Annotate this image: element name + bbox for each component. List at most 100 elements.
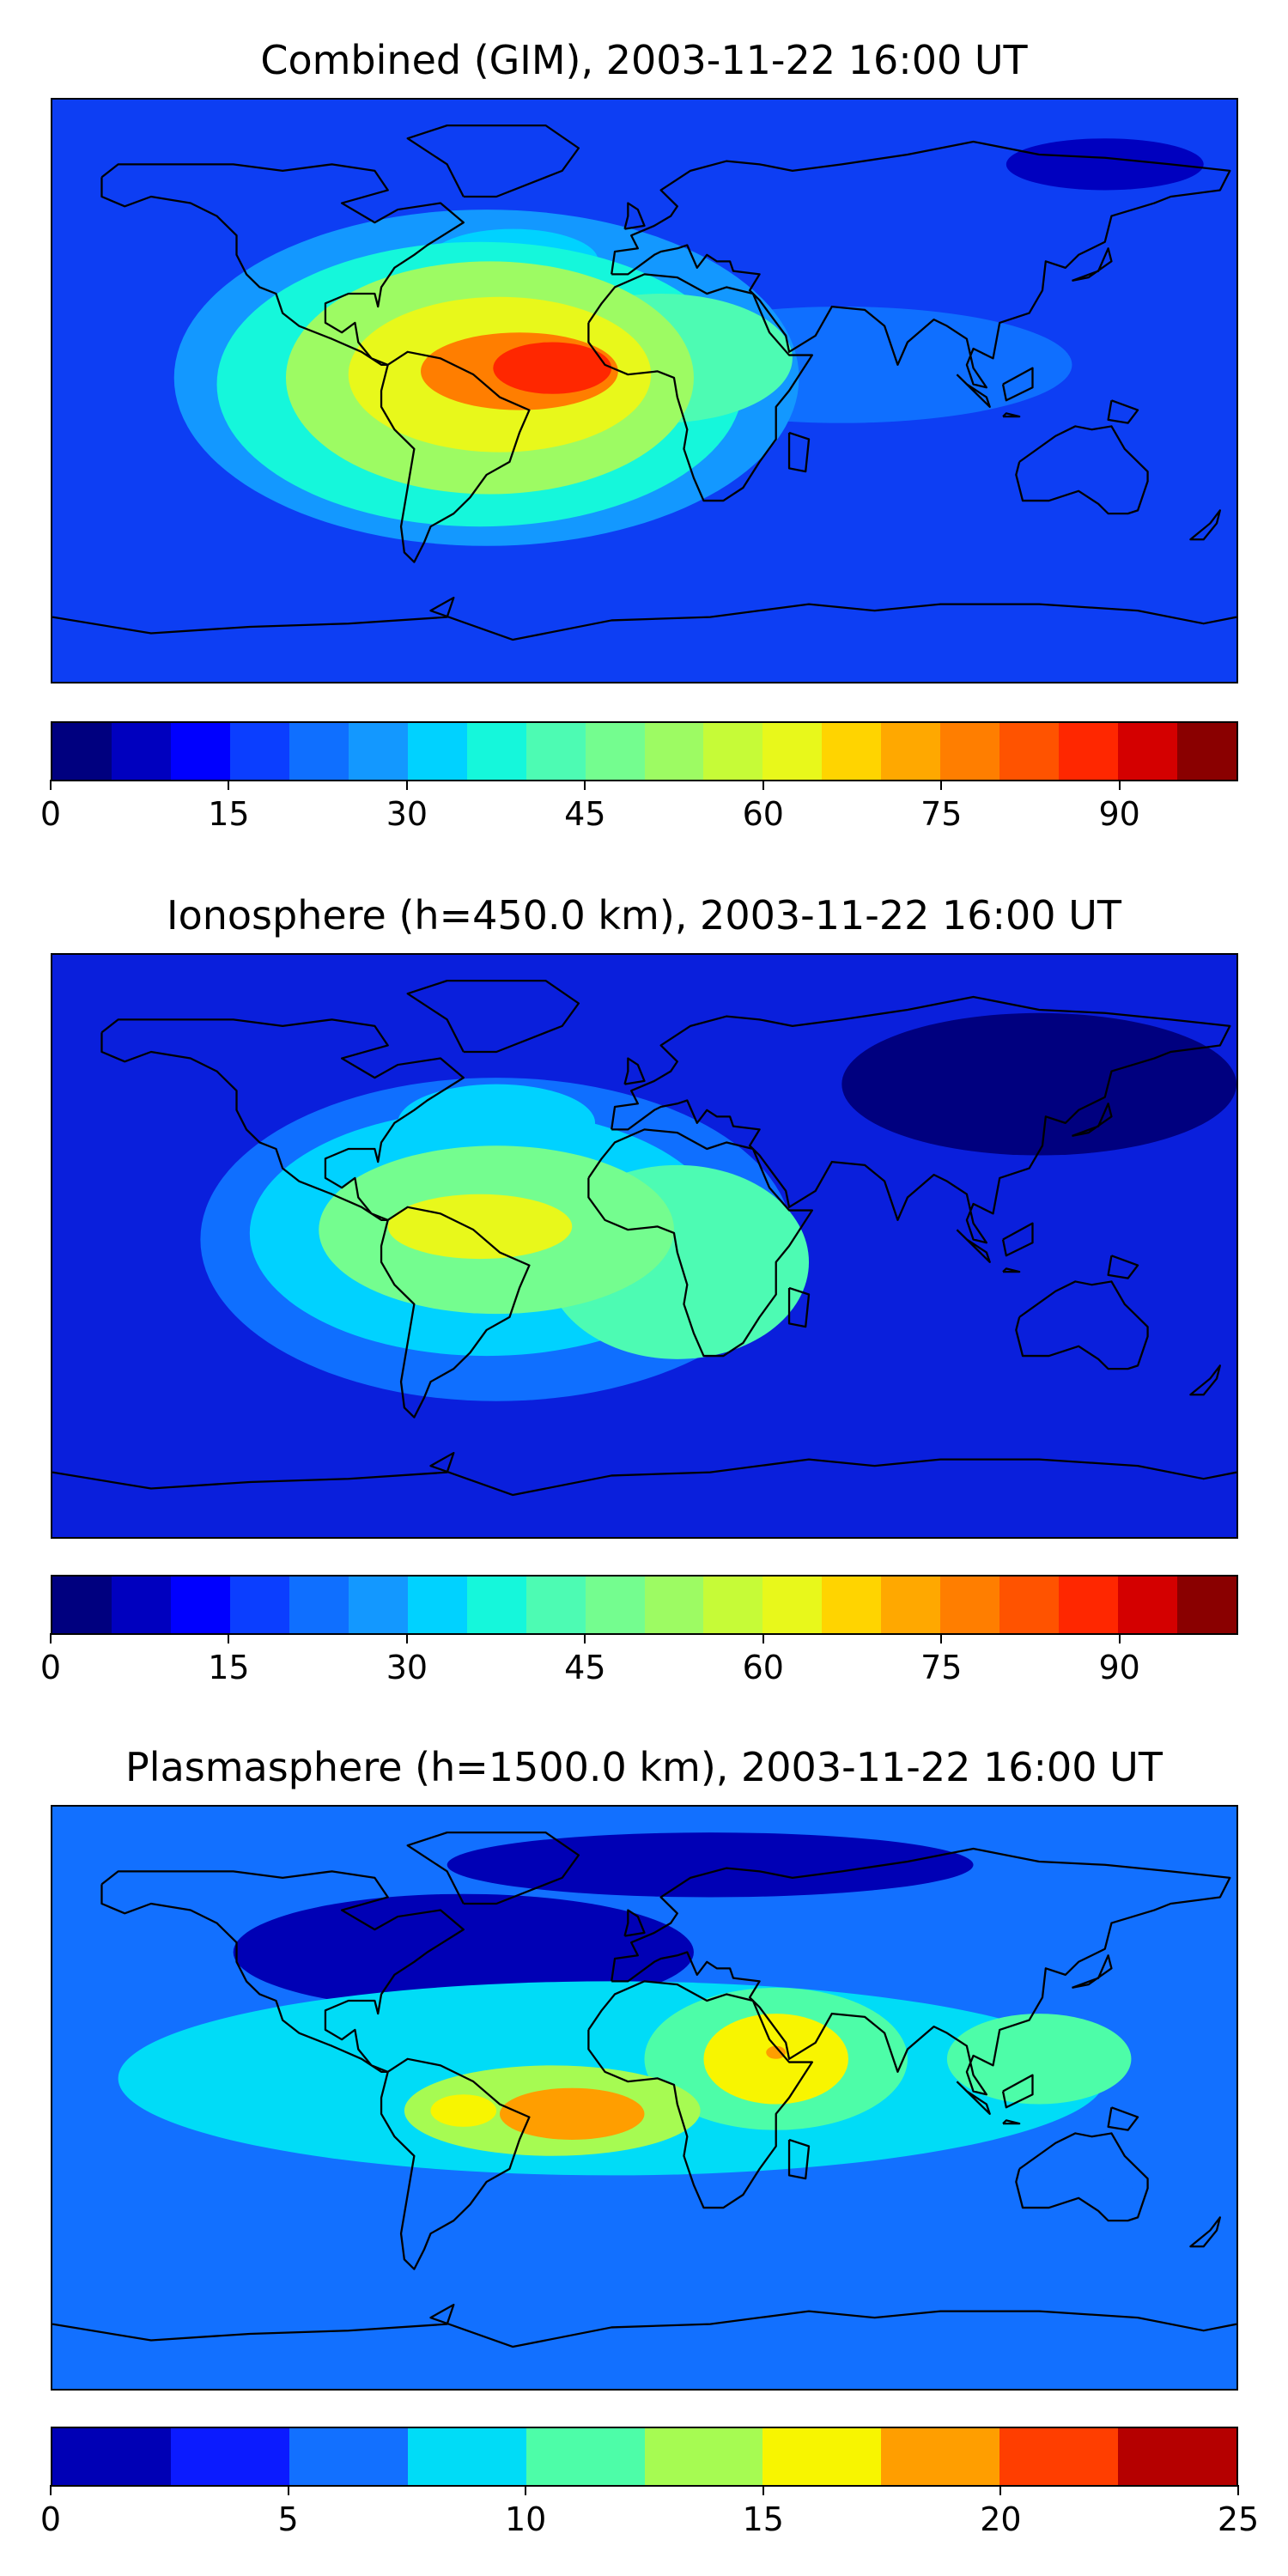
tick-mark xyxy=(405,780,408,790)
contour-region xyxy=(430,2094,497,2127)
tec-map xyxy=(52,955,1236,1537)
tick-mark xyxy=(405,1633,408,1643)
colorbar-cell xyxy=(881,1577,941,1633)
colorbar-cell xyxy=(1118,723,1178,780)
colorbar-cell xyxy=(585,1577,645,1633)
colorbar-cell xyxy=(762,2428,882,2485)
coastline xyxy=(1002,2119,1021,2125)
coastline xyxy=(52,1451,1236,1497)
colorbar-cell xyxy=(407,1577,467,1633)
colorbar-cell xyxy=(466,723,526,780)
coastline xyxy=(787,431,811,473)
coastline xyxy=(1107,1255,1139,1279)
colorbar-cell xyxy=(822,723,882,780)
colorbar-cell xyxy=(1059,723,1119,780)
coastline xyxy=(1015,1280,1149,1370)
contour-region xyxy=(766,2045,787,2059)
coastline xyxy=(1072,1954,1113,1990)
tick-label: 15 xyxy=(742,2500,784,2538)
colorbar-cell xyxy=(170,723,230,780)
colorbar xyxy=(51,721,1238,781)
coastline xyxy=(1189,509,1221,541)
coastline xyxy=(100,163,465,366)
tick-mark xyxy=(762,2485,764,2495)
colorbar-cell xyxy=(762,723,823,780)
tick-mark xyxy=(50,1633,52,1643)
tick-mark xyxy=(762,1633,764,1643)
coastline xyxy=(52,2303,1236,2348)
coastline xyxy=(1002,1267,1021,1273)
tick-label: 30 xyxy=(386,1649,428,1686)
colorbar-cell xyxy=(170,2428,289,2485)
coastline xyxy=(1002,412,1021,418)
tick-mark xyxy=(1118,780,1121,790)
colorbar-cell xyxy=(229,1577,289,1633)
coastline xyxy=(1001,1222,1034,1257)
tick-mark xyxy=(228,780,230,790)
colorbar-cell xyxy=(348,723,408,780)
colorbar-ticks: 0 5 10 15 20 25 xyxy=(40,2485,1259,2538)
coastline xyxy=(587,1980,814,2209)
colorbar-ticks: 0 15 30 45 60 75 90 xyxy=(40,780,1238,833)
colorbar-cell xyxy=(881,2428,1000,2485)
contour-region xyxy=(493,342,612,394)
coastline xyxy=(1072,247,1113,283)
contour-region xyxy=(545,2162,1139,2227)
coastline xyxy=(787,1286,811,1328)
tick-mark xyxy=(50,2485,52,2495)
coastline xyxy=(956,2081,991,2115)
coastline xyxy=(1107,399,1139,424)
coastline xyxy=(587,1128,814,1358)
tick-label: 15 xyxy=(208,1649,250,1686)
colorbar-cell xyxy=(407,723,467,780)
tick-label: 45 xyxy=(564,795,606,833)
map-ionosphere xyxy=(51,953,1238,1539)
tick-label: 0 xyxy=(39,2500,62,2538)
colorbar-cell xyxy=(999,723,1060,780)
colorbar-cell xyxy=(466,1577,526,1633)
colorbar-cell xyxy=(644,2428,763,2485)
contour-region xyxy=(387,1194,573,1260)
coastline xyxy=(623,1909,646,1937)
tick-mark xyxy=(762,780,764,790)
colorbar-cell xyxy=(526,2428,645,2485)
tick-label: 15 xyxy=(208,795,250,833)
tick-label: 10 xyxy=(505,2500,547,2538)
tick-label: 60 xyxy=(742,795,784,833)
tick-mark xyxy=(1237,2485,1239,2495)
coastline xyxy=(100,1870,465,2073)
contour-region xyxy=(1005,138,1204,191)
tick-mark xyxy=(940,1633,943,1643)
colorbar-ticks: 0 15 30 45 60 75 90 xyxy=(40,1633,1238,1686)
colorbar-cell xyxy=(289,2428,408,2485)
coastline xyxy=(1015,2132,1149,2222)
tick-label: 25 xyxy=(1217,2500,1260,2538)
tick-mark xyxy=(584,1633,586,1643)
colorbar xyxy=(51,2427,1238,2487)
contour-region xyxy=(499,2087,645,2140)
colorbar-cell xyxy=(526,1577,586,1633)
coastline xyxy=(380,350,531,563)
colorbar-cell xyxy=(348,1577,408,1633)
map-plasmasphere xyxy=(51,1805,1238,2391)
colorbar xyxy=(51,1575,1238,1635)
tick-label: 45 xyxy=(564,1649,606,1686)
colorbar-cell xyxy=(111,723,171,780)
coastline xyxy=(52,596,1236,641)
colorbar-cell xyxy=(289,1577,349,1633)
colorbar-cell xyxy=(229,723,289,780)
coastline xyxy=(956,374,991,408)
tick-mark xyxy=(1118,1633,1121,1643)
tick-mark xyxy=(228,1633,230,1643)
tick-mark xyxy=(940,780,943,790)
tick-label: 5 xyxy=(277,2500,299,2538)
tick-label: 0 xyxy=(39,795,62,833)
coastline xyxy=(623,202,646,230)
tick-mark xyxy=(287,2485,289,2495)
coastline xyxy=(611,140,1231,389)
coastline xyxy=(406,125,580,198)
tick-label: 0 xyxy=(39,1649,62,1686)
coastline xyxy=(623,1057,646,1085)
colorbar-cell xyxy=(52,723,112,780)
colorbar-cell xyxy=(1177,723,1237,780)
